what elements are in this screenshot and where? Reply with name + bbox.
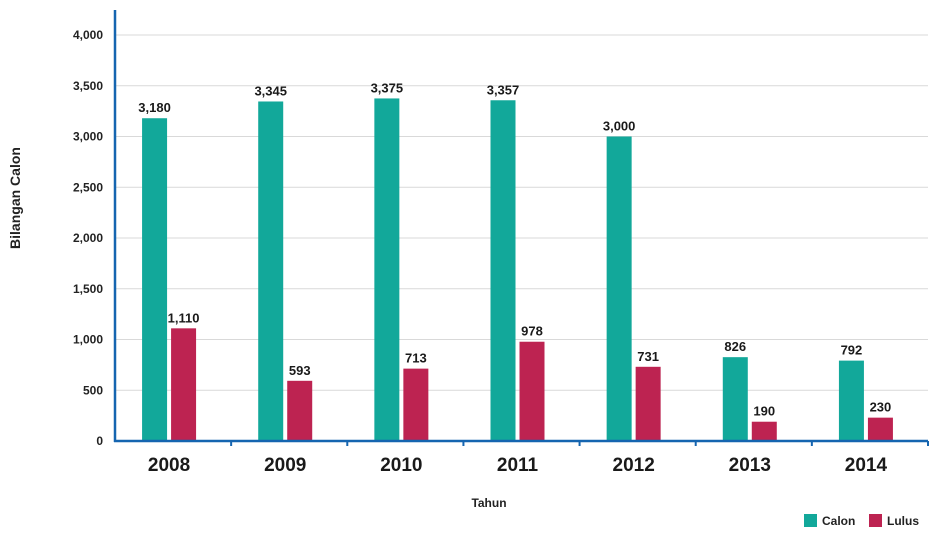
- y-tick-label: 1,500: [73, 282, 103, 296]
- x-tick-label: 2013: [729, 455, 771, 476]
- bar-calon: [838, 360, 864, 441]
- legend-label-calon: Calon: [822, 514, 855, 528]
- bar-lulus: [519, 341, 545, 441]
- data-label: 190: [753, 404, 775, 419]
- bar-lulus: [287, 380, 313, 441]
- bar-lulus: [635, 366, 661, 441]
- legend-label-lulus: Lulus: [887, 514, 919, 528]
- bars: [142, 98, 893, 442]
- gridlines: [115, 34, 928, 391]
- bar-calon: [722, 357, 748, 441]
- bar-lulus: [751, 421, 777, 441]
- bar-lulus: [171, 328, 197, 441]
- x-tick-label: 2011: [497, 455, 539, 476]
- y-tick-label: 3,000: [73, 130, 103, 144]
- data-label: 978: [521, 324, 543, 339]
- legend-swatch-calon: [804, 514, 817, 527]
- data-label: 3,345: [254, 83, 287, 98]
- bar-calon: [374, 98, 400, 441]
- legend-swatch-lulus: [869, 514, 882, 527]
- data-label: 3,375: [371, 80, 404, 95]
- axes: [113, 10, 929, 446]
- y-axis-ticks: 0 500 1,000 1,500 2,000 2,500 3,000 3,500 4,000: [73, 28, 103, 448]
- x-tick-label: 2014: [845, 455, 888, 476]
- data-label: 593: [289, 363, 311, 378]
- data-labels: 3,180 1,110 3,345 593 3,375 713 3,357 978 3,000 7…: [138, 80, 891, 418]
- data-label: 3,180: [138, 100, 171, 115]
- bar-calon: [142, 118, 168, 441]
- x-tick-label: 2009: [264, 455, 306, 476]
- x-tick-label: 2010: [380, 455, 422, 476]
- data-label: 826: [724, 339, 746, 354]
- data-label: 3,357: [487, 82, 520, 97]
- y-tick-label: 2,000: [73, 231, 103, 245]
- bar-calon: [258, 101, 284, 442]
- y-tick-label: 4,000: [73, 28, 103, 42]
- x-axis-ticks: 2008 2009 2010 2011 2012 2013 2014: [148, 455, 888, 476]
- data-label: 230: [870, 400, 892, 415]
- x-axis-title: Tahun: [471, 496, 506, 510]
- legend: Calon Lulus: [804, 514, 919, 528]
- data-label: 731: [637, 349, 659, 364]
- x-tick-label: 2012: [613, 455, 655, 476]
- data-label: 1,110: [168, 310, 200, 325]
- y-tick-label: 2,500: [73, 180, 103, 194]
- bar-lulus: [403, 368, 429, 441]
- y-tick-label: 500: [83, 383, 103, 397]
- y-axis-title: Bilangan Calon: [7, 147, 23, 249]
- x-tick-label: 2008: [148, 455, 190, 476]
- data-label: 792: [841, 343, 863, 358]
- y-tick-label: 3,500: [73, 79, 103, 93]
- data-label: 3,000: [603, 119, 636, 134]
- bar-calon: [490, 100, 516, 442]
- bar-lulus: [867, 417, 893, 441]
- data-label: 713: [405, 351, 427, 366]
- y-tick-label: 0: [96, 434, 103, 448]
- bar-calon: [606, 136, 632, 441]
- y-tick-label: 1,000: [73, 333, 103, 347]
